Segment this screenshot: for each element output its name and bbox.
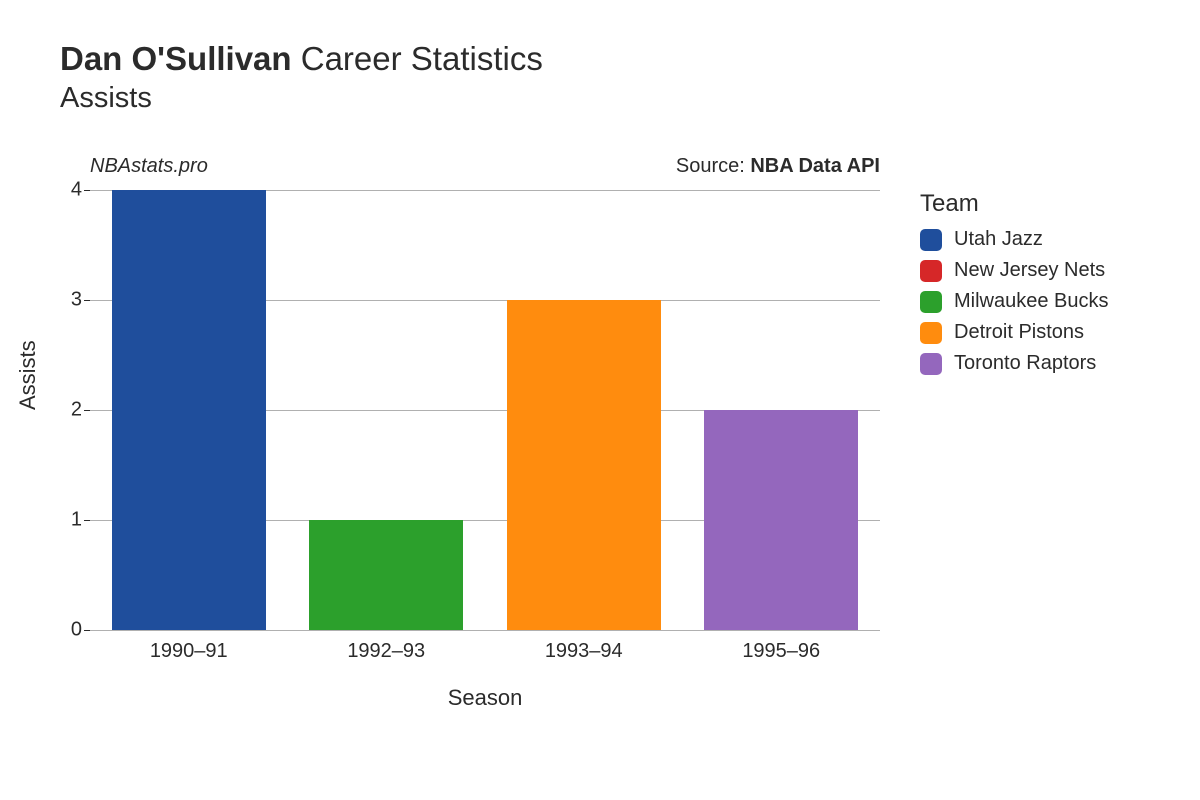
bar [507,300,661,630]
chart-plot-area: 012341990–911992–931993–941995–96 [90,190,880,630]
chart-container: Dan O'Sullivan Career Statistics Assists… [0,0,1200,800]
legend-item: Detroit Pistons [920,321,1109,344]
legend: Team Utah Jazz New Jersey Nets Milwaukee B… [920,190,1109,383]
attribution-left: NBAstats.pro [90,155,208,178]
legend-title: Team [920,190,1109,218]
xtick-label: 1990–91 [150,630,228,663]
legend-swatch [920,322,942,344]
ytick-label: 3 [60,289,90,312]
bar [309,520,463,630]
attribution-row: NBAstats.pro Source: NBA Data API [90,155,880,178]
legend-label: New Jersey Nets [954,259,1105,282]
xtick-label: 1993–94 [545,630,623,663]
y-axis-title: Assists [15,340,41,410]
xtick-label: 1992–93 [347,630,425,663]
legend-swatch [920,291,942,313]
title-bold: Dan O'Sullivan [60,40,292,77]
bar [704,410,858,630]
legend-item: Toronto Raptors [920,352,1109,375]
title-block: Dan O'Sullivan Career Statistics Assists [60,40,543,115]
bar [112,190,266,630]
title-rest: Career Statistics [292,40,543,77]
ytick-label: 2 [60,399,90,422]
ytick-label: 0 [60,619,90,642]
x-axis-title: Season [90,685,880,711]
ytick-label: 1 [60,509,90,532]
attribution-right: Source: NBA Data API [676,155,880,178]
xtick-label: 1995–96 [742,630,820,663]
chart-subtitle: Assists [60,82,543,115]
legend-swatch [920,353,942,375]
chart-title: Dan O'Sullivan Career Statistics [60,40,543,78]
legend-label: Utah Jazz [954,228,1043,251]
legend-swatch [920,260,942,282]
legend-swatch [920,229,942,251]
source-prefix: Source: [676,155,750,177]
legend-label: Milwaukee Bucks [954,290,1109,313]
legend-item: Utah Jazz [920,228,1109,251]
source-name: NBA Data API [750,155,880,177]
legend-label: Toronto Raptors [954,352,1096,375]
legend-label: Detroit Pistons [954,321,1084,344]
legend-item: New Jersey Nets [920,259,1109,282]
legend-item: Milwaukee Bucks [920,290,1109,313]
ytick-label: 4 [60,179,90,202]
